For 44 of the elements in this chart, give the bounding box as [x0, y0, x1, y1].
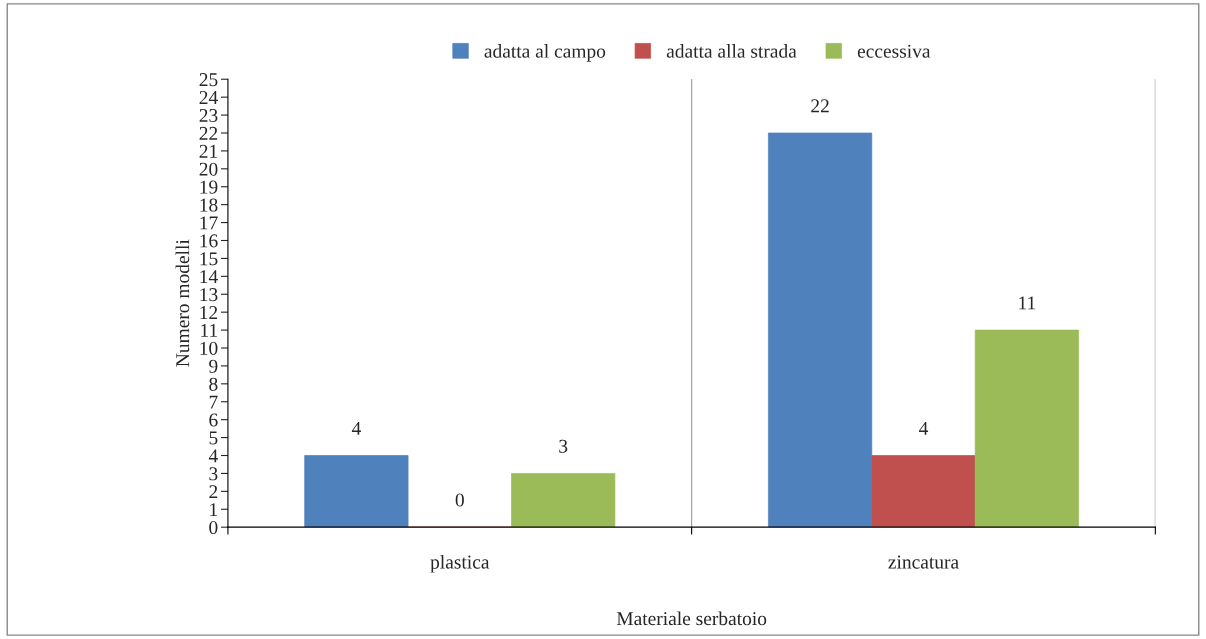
x-tick-label: zincatura	[888, 555, 959, 569]
bar	[871, 455, 976, 528]
data-label: 3	[559, 439, 568, 453]
y-tick-label: 3	[209, 467, 218, 481]
bar	[511, 473, 616, 528]
y-tick-label: 2	[209, 485, 218, 499]
y-tick-label: 7	[209, 395, 218, 409]
y-tick-label: 10	[200, 341, 218, 355]
y-tick-label: 25	[199, 73, 218, 87]
y-tick-label: 1	[210, 503, 218, 516]
y-tick-label: 11	[201, 323, 218, 337]
y-tick-label: 12	[200, 306, 218, 319]
y-tick-label: 4	[208, 449, 218, 463]
y-tick-label: 9	[209, 359, 218, 373]
y-tick-label: 22	[199, 126, 218, 140]
bar	[304, 455, 409, 528]
data-label: 4	[919, 421, 929, 435]
y-tick-label: 17	[200, 216, 218, 230]
x-axis-title: Materiale serbatoio	[616, 611, 767, 626]
y-tick-label: 15	[200, 252, 218, 266]
y-tick-label: 13	[200, 288, 218, 302]
legend-label: eccessiva	[857, 44, 931, 58]
y-tick-label: 8	[209, 377, 218, 391]
y-tick-label: 21	[199, 144, 218, 158]
legend-label: adatta al campo	[484, 44, 606, 62]
y-tick-label: 19	[200, 180, 218, 194]
bar	[768, 132, 873, 528]
legend-label: adatta alla strada	[666, 44, 797, 58]
y-tick-label: 20	[199, 162, 218, 176]
data-label: 11	[1019, 296, 1036, 310]
data-label: 22	[811, 99, 829, 113]
data-label: 4	[351, 421, 361, 435]
y-tick-label: 0	[209, 520, 218, 535]
y-tick-label: 18	[200, 198, 218, 212]
y-tick-label: 5	[209, 431, 218, 445]
y-tick-label: 16	[200, 234, 218, 248]
y-tick-label: 24	[199, 91, 218, 104]
y-tick-label: 6	[209, 413, 218, 427]
x-tick-label: plastica	[430, 554, 490, 573]
y-tick-label: 23	[199, 108, 218, 123]
y-axis-title: Numero modelli	[175, 239, 190, 367]
bar	[974, 329, 1079, 528]
data-label: 0	[455, 493, 464, 507]
y-tick-label: 14	[200, 270, 218, 284]
